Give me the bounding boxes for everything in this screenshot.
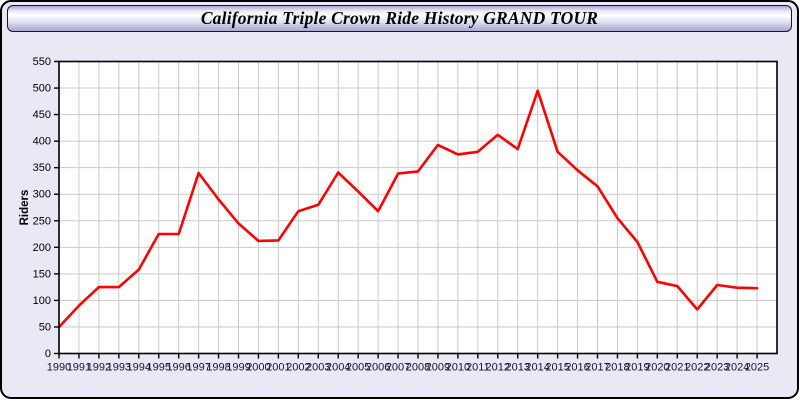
x-tick-label: 2010	[446, 362, 470, 374]
y-tick-label: 550	[33, 56, 51, 68]
x-tick-label: 2019	[625, 362, 649, 374]
y-tick-label: 200	[33, 242, 51, 254]
x-tick-label: 1991	[67, 362, 91, 374]
y-tick-label: 350	[33, 162, 51, 174]
x-tick-label: 1998	[206, 362, 230, 374]
y-tick-label: 100	[33, 295, 51, 307]
y-tick-label: 400	[33, 136, 51, 148]
x-tick-label: 2012	[486, 362, 510, 374]
y-tick-label: 150	[33, 268, 51, 280]
y-tick-label: 250	[33, 215, 51, 227]
y-tick-label: 500	[33, 83, 51, 95]
x-tick-label: 2020	[645, 362, 669, 374]
data-line-riders	[57, 89, 759, 329]
x-tick-label: 2015	[545, 362, 569, 374]
x-tick-label: 1994	[127, 362, 151, 374]
x-tick-label: 2025	[745, 362, 769, 374]
y-tick-label: 50	[39, 321, 51, 333]
x-tick-label: 2007	[386, 362, 410, 374]
x-tick-label: 2017	[585, 362, 609, 374]
page-title: California Triple Crown Ride History GRA…	[200, 8, 599, 28]
x-tick-label: 2022	[685, 362, 709, 374]
x-tick-label: 2003	[306, 362, 330, 374]
x-tick-label: 2005	[346, 362, 370, 374]
y-tick-label: 450	[33, 109, 51, 121]
x-tick-label: 2013	[505, 362, 529, 374]
x-tick-label: 1992	[87, 362, 111, 374]
x-tick-label: 2018	[605, 362, 629, 374]
y-tick-label: 300	[33, 189, 51, 201]
x-tick-label: 2008	[406, 362, 430, 374]
x-tick-label: 2024	[725, 362, 749, 374]
title-bar: California Triple Crown Ride History GRA…	[7, 5, 792, 32]
x-tick-label: 2001	[266, 362, 290, 374]
x-tick-label: 1993	[107, 362, 131, 374]
x-tick-label: 2000	[246, 362, 270, 374]
x-tick-label: 2009	[426, 362, 450, 374]
x-tick-label: 2002	[286, 362, 310, 374]
x-tick-label: 2011	[466, 362, 490, 374]
y-tick-label: 0	[45, 348, 51, 360]
x-tick-label: 2014	[525, 362, 549, 374]
x-tick-label: 1995	[146, 362, 170, 374]
x-tick-label: 2006	[366, 362, 390, 374]
x-tick-label: 2021	[665, 362, 689, 374]
x-tick-label: 2023	[705, 362, 729, 374]
x-tick-label: 1997	[186, 362, 210, 374]
x-tick-label: 1996	[166, 362, 190, 374]
x-tick-label: 2004	[326, 362, 350, 374]
x-tick-label: 2016	[565, 362, 589, 374]
y-axis-title: Riders	[19, 190, 31, 226]
x-tick-label: 1990	[47, 362, 71, 374]
x-tick-label: 1999	[226, 362, 250, 374]
